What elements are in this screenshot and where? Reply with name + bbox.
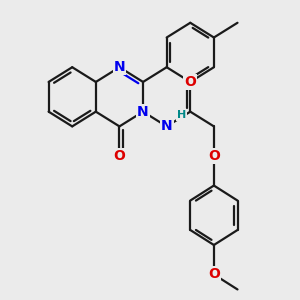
Text: N: N <box>137 105 149 119</box>
Text: H: H <box>177 110 187 120</box>
Text: O: O <box>113 149 125 163</box>
Text: N: N <box>114 60 125 74</box>
Text: O: O <box>208 267 220 281</box>
Text: N: N <box>161 119 172 134</box>
Text: O: O <box>184 75 196 89</box>
Text: O: O <box>208 149 220 163</box>
